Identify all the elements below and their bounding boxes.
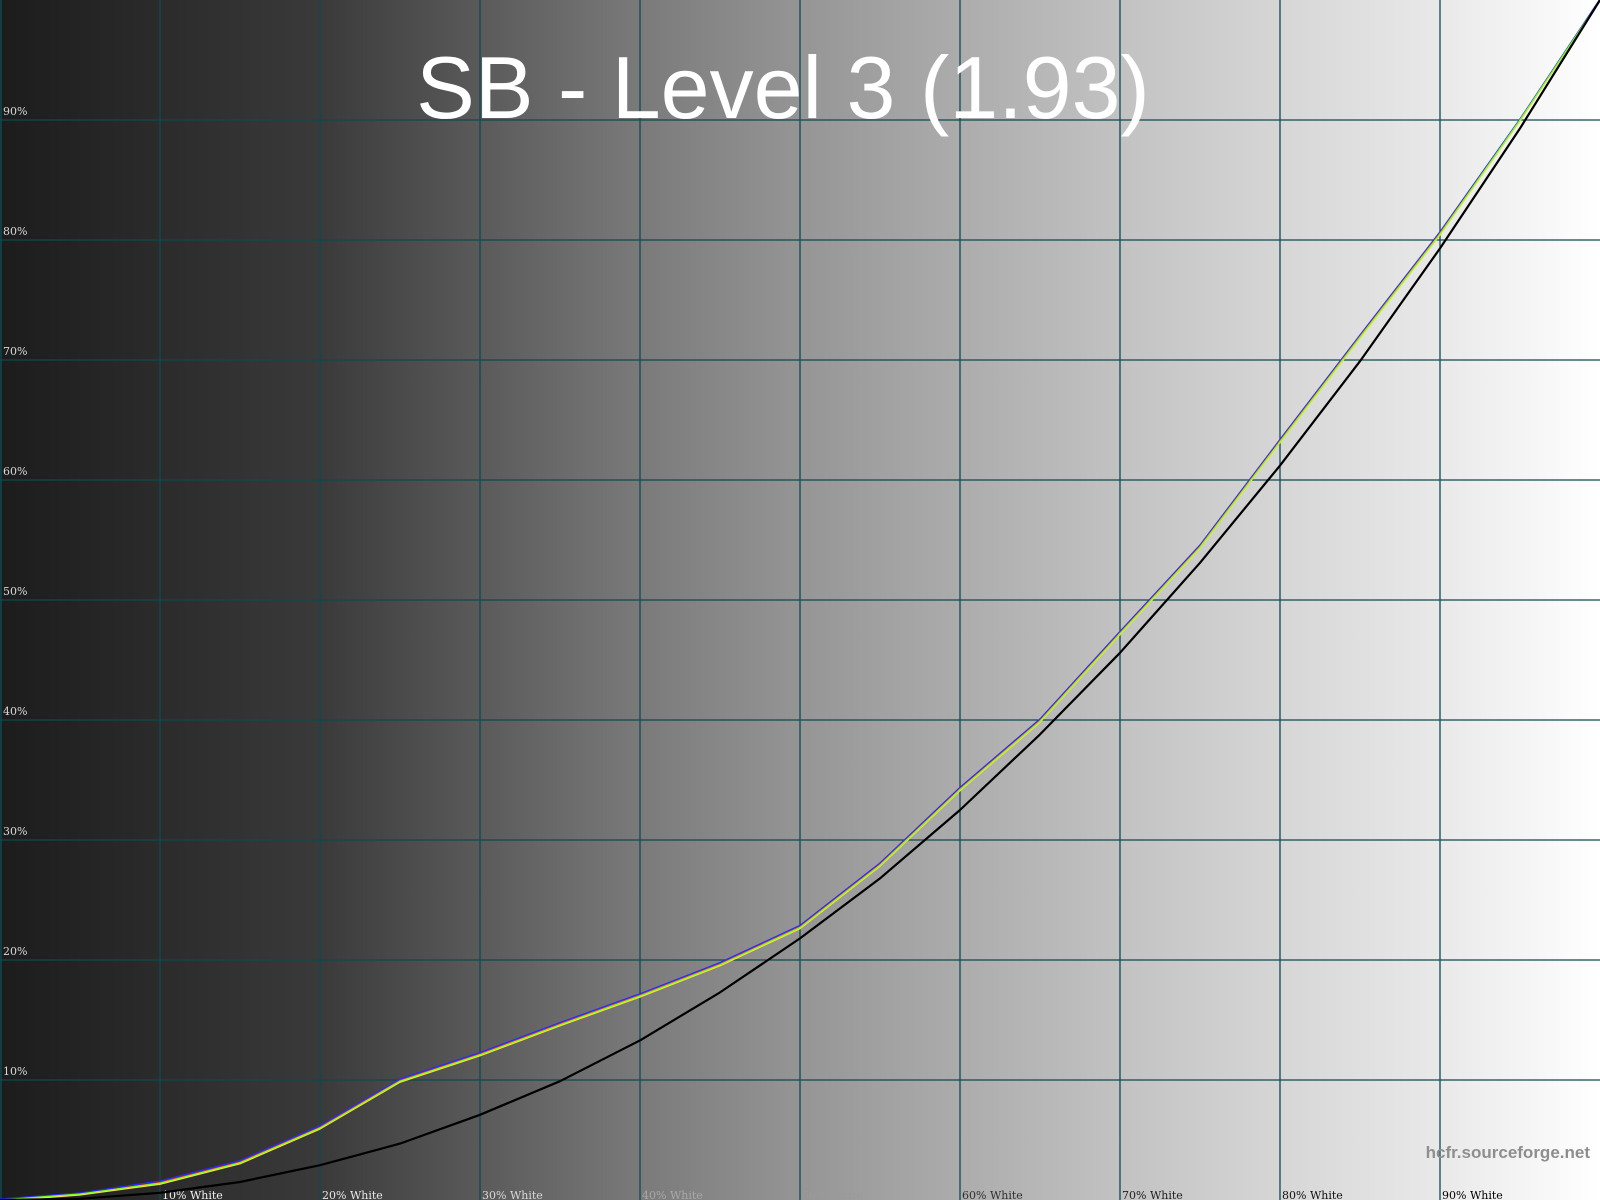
y-tick-label: 60%: [3, 465, 27, 478]
measured-point: [799, 924, 801, 927]
measured-point: [319, 1125, 321, 1127]
x-tick-label: 80% White: [1282, 1189, 1343, 1200]
measured-point: [319, 1127, 321, 1129]
x-tick-label: 60% White: [962, 1189, 1023, 1200]
y-axis-labels: 10% 20% 30% 40% 50% 60% 70% 80% 90%: [3, 105, 27, 1078]
x-axis-labels: 10% White 20% White 30% White 40% White 50% …: [162, 1189, 1503, 1200]
measured-point: [479, 1052, 481, 1054]
reference-point: [1359, 360, 1361, 362]
reference-point: [959, 809, 961, 811]
y-tick-label: 80%: [3, 225, 27, 238]
measured-point: [559, 1022, 561, 1024]
x-tick-label: 70% White: [1122, 1189, 1183, 1200]
measured-point: [559, 1024, 561, 1026]
reference-point: [1199, 562, 1201, 564]
chart-title: SB - Level 3 (1.93): [416, 38, 1150, 137]
measured-point: [959, 789, 961, 791]
x-tick-label: 40% White: [642, 1189, 703, 1200]
reference-point: [1039, 733, 1041, 736]
measured-point: [879, 862, 881, 864]
measured-point: [159, 1182, 161, 1184]
reference-point: [879, 877, 881, 880]
measured-point: [159, 1180, 161, 1182]
reference-point: [1119, 652, 1121, 654]
measured-point: [879, 864, 881, 866]
reference-point: [719, 991, 721, 994]
measured-point: [1199, 546, 1201, 548]
reference-point: [479, 1114, 481, 1116]
measured-point: [399, 1078, 401, 1080]
measured-point: [1279, 441, 1281, 443]
reference-point: [799, 937, 801, 940]
measured-point: [639, 993, 641, 995]
reference-point: [639, 1039, 641, 1041]
y-tick-label: 40%: [3, 705, 27, 718]
y-tick-label: 30%: [3, 825, 27, 838]
reference-point: [159, 1192, 161, 1194]
measured-point: [1439, 233, 1441, 235]
y-tick-label: 50%: [3, 585, 27, 598]
measured-point: [959, 786, 961, 789]
y-tick-label: 20%: [3, 945, 27, 958]
measured-point: [479, 1054, 481, 1056]
reference-point: [399, 1143, 401, 1145]
measured-point: [1519, 119, 1521, 121]
y-tick-label: 10%: [3, 1065, 27, 1078]
measured-point: [159, 1183, 161, 1185]
x-tick-label: 50% White: [802, 1189, 863, 1200]
x-tick-label: 20% White: [322, 1189, 383, 1200]
reference-point: [319, 1164, 321, 1166]
measured-point: [239, 1162, 241, 1164]
reference-point: [1519, 127, 1521, 129]
reference-point: [1279, 465, 1281, 467]
measured-point: [1119, 633, 1121, 635]
measured-point: [639, 995, 641, 997]
measured-point: [79, 1192, 81, 1194]
reference-point: [239, 1181, 241, 1183]
reference-point: [1439, 247, 1441, 249]
measured-point: [1359, 336, 1361, 338]
measured-point: [239, 1160, 241, 1162]
measured-point: [79, 1194, 81, 1196]
measured-point: [799, 927, 801, 929]
watermark: hcfr.sourceforge.net: [1426, 1143, 1591, 1162]
x-tick-label: 30% White: [482, 1189, 543, 1200]
measured-point: [1039, 720, 1041, 722]
x-tick-label: 90% White: [1442, 1189, 1503, 1200]
reference-point: [559, 1080, 561, 1082]
reference-point: [79, 1198, 81, 1200]
x-tick-label: 10% White: [162, 1189, 223, 1200]
measured-point: [719, 964, 721, 966]
y-tick-label: 90%: [3, 105, 27, 118]
measured-point: [79, 1193, 81, 1195]
y-tick-label: 70%: [3, 345, 27, 358]
measured-point: [399, 1080, 401, 1082]
measured-point: [719, 962, 721, 964]
